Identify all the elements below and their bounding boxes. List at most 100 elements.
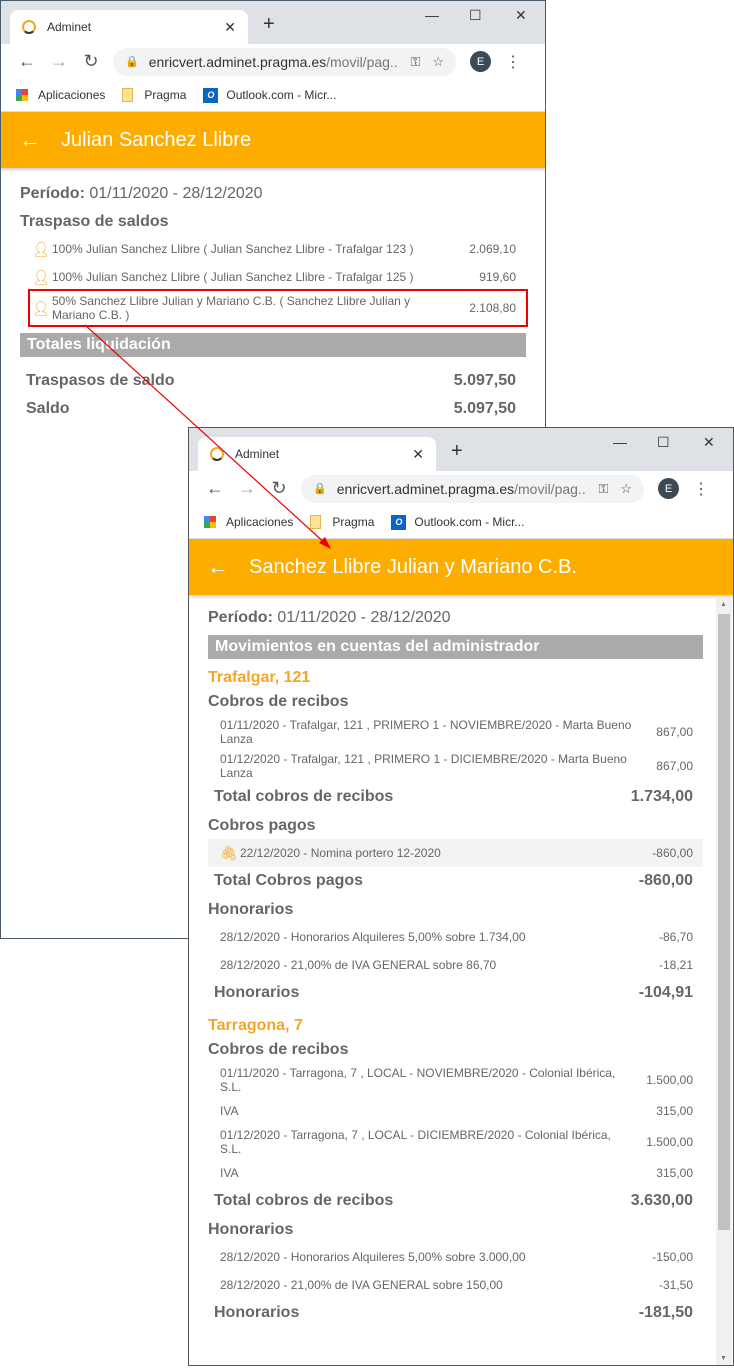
group-total: Total Cobros pagos -860,00 [208,867,703,895]
period-label: Período: [20,185,85,202]
close-window-button[interactable]: ✕ [515,7,527,23]
forward-icon[interactable]: → [238,478,256,498]
profile-avatar[interactable]: E [470,51,491,72]
close-tab-icon[interactable]: ✕ [412,445,424,462]
row-text: 100% Julian Sanchez Llibre ( Julian Sanc… [52,270,414,284]
total-amount: -181,50 [638,1304,693,1321]
forward-icon[interactable]: → [50,51,68,71]
back-arrow-icon[interactable]: ← [19,127,41,152]
list-item[interactable]: 01/11/2020 - Trafalgar, 121 , PRIMERO 1 … [208,715,703,749]
row-text: IVA [220,1104,239,1118]
lock-icon: 🔒 [313,483,327,495]
person-icon: 👤︎ [32,241,50,257]
browser-tab[interactable]: Adminet ✕ [198,437,436,471]
app-header: ← Julian Sanchez Llibre [1,112,545,168]
bookmark-outlook[interactable]: O Outlook.com - Micr... [391,514,524,530]
row-description: 28/12/2020 - Honorarios Alquileres 5,00%… [220,930,659,944]
scrollbar-thumb[interactable] [718,614,730,1230]
row-description: 28/12/2020 - 21,00% de IVA GENERAL sobre… [220,1278,659,1292]
group-total: Honorarios -104,91 [208,979,703,1007]
group-title: Cobros pagos [208,817,316,834]
group-title: Cobros de recibos [208,1041,349,1058]
total-label: Total cobros de recibos [214,1192,394,1209]
row-description: 👤︎ 100% Julian Sanchez Llibre ( Julian Sa… [32,270,479,284]
bookmark-label: Aplicaciones [38,88,106,102]
list-item[interactable]: IVA 315,00 [208,1159,703,1187]
list-item[interactable]: 28/12/2020 - Honorarios Alquileres 5,00%… [208,1243,703,1271]
maximize-button[interactable]: ☐ [469,7,482,23]
outlook-icon: O [203,87,219,103]
row-description: 01/12/2020 - Trafalgar, 121 , PRIMERO 1 … [220,752,656,780]
tab-title: Adminet [47,20,92,34]
list-item[interactable]: 28/12/2020 - 21,00% de IVA GENERAL sobre… [208,951,703,979]
kebab-menu-icon[interactable]: ⋮ [505,53,521,71]
list-item[interactable]: 👤︎ 100% Julian Sanchez Llibre ( Julian Sa… [20,235,526,263]
list-item[interactable]: 01/11/2020 - Tarragona, 7 , LOCAL - NOVI… [208,1063,703,1097]
folder-icon [122,88,134,102]
bookmark-label: Aplicaciones [226,515,294,529]
back-icon[interactable]: ← [18,51,36,71]
row-description: 👤︎ 100% Julian Sanchez Llibre ( Julian Sa… [32,242,469,256]
scroll-down-icon[interactable]: ▼ [720,1355,727,1362]
lock-icon: 🔒 [125,56,139,68]
maximize-button[interactable]: ☐ [657,434,670,450]
list-item[interactable]: 👤︎ 100% Julian Sanchez Llibre ( Julian Sa… [20,263,526,291]
reload-icon[interactable]: ↻ [83,51,99,71]
close-tab-icon[interactable]: ✕ [224,18,236,35]
bookmark-pragma[interactable]: Pragma [122,88,186,102]
group-title: Honorarios [208,901,294,918]
total-amount: -860,00 [638,872,693,889]
back-icon[interactable]: ← [206,478,224,498]
minimize-button[interactable]: — [425,7,439,23]
bookmark-pragma[interactable]: Pragma [310,515,374,529]
person-icon: 👤︎ [32,300,50,316]
group-total: Total cobros de recibos 1.734,00 [208,783,703,811]
key-icon[interactable]: ⚿ [410,53,421,69]
bookmark-aplicaciones[interactable]: Aplicaciones [204,515,293,529]
list-item[interactable]: 28/12/2020 - Honorarios Alquileres 5,00%… [208,923,703,951]
new-tab-button[interactable]: + [451,440,463,462]
url-host: enricvert.adminet.pragma.es [148,53,327,70]
scroll-up-icon[interactable]: ▲ [720,601,727,608]
list-item[interactable]: 28/12/2020 - 21,00% de IVA GENERAL sobre… [208,1271,703,1299]
row-text: IVA [220,1166,239,1180]
list-item[interactable]: IVA 315,00 [208,1097,703,1125]
building-title: Tarragona, 7 [208,1017,303,1034]
row-text: 100% Julian Sanchez Llibre ( Julian Sanc… [52,242,414,256]
row-text: 28/12/2020 - Honorarios Alquileres 5,00%… [220,930,526,944]
period: Período: 01/11/2020 - 28/12/2020 [208,609,703,627]
star-icon[interactable]: ☆ [620,480,632,496]
total-label: Honorarios [214,1304,300,1321]
list-item[interactable]: 🖇︎ 22/12/2020 - Nomina portero 12-2020 -86… [208,839,703,867]
address-bar[interactable]: 🔒 enricvert.adminet.pragma.es/movil/pag.… [301,474,644,503]
bookmark-outlook[interactable]: O Outlook.com - Micr... [203,87,336,103]
kebab-menu-icon[interactable]: ⋮ [693,480,709,498]
minimize-button[interactable]: — [613,434,627,450]
star-icon[interactable]: ☆ [432,53,444,69]
list-item[interactable]: 01/12/2020 - Tarragona, 7 , LOCAL - DICI… [208,1125,703,1159]
total-label: Saldo [26,400,70,417]
list-item[interactable]: 01/12/2020 - Trafalgar, 121 , PRIMERO 1 … [208,749,703,783]
bookmark-label: Pragma [332,515,375,529]
row-description: 28/12/2020 - Honorarios Alquileres 5,00%… [220,1250,652,1264]
url-text: enricvert.adminet.pragma.es/movil/pag... [337,481,587,497]
reload-icon[interactable]: ↻ [271,478,287,498]
total-label: Total Cobros pagos [214,872,364,889]
new-tab-button[interactable]: + [263,13,275,35]
bookmark-aplicaciones[interactable]: Aplicaciones [16,88,105,102]
key-icon[interactable]: ⚿ [598,480,609,496]
scrollbar[interactable]: ▲ ▼ [716,598,732,1365]
total-label: Traspasos de saldo [26,372,175,389]
list-item[interactable]: 👤︎ 50% Sanchez Llibre Julian y Mariano C.… [28,289,528,327]
address-bar[interactable]: 🔒 enricvert.adminet.pragma.es/movil/pag.… [113,47,456,76]
close-window-button[interactable]: ✕ [703,434,715,450]
profile-avatar[interactable]: E [658,478,679,499]
back-arrow-icon[interactable]: ← [207,554,229,579]
browser-window-sanchez: Adminet ✕ + — ☐ ✕ ← → ↻ 🔒 enricvert.admi… [188,427,734,1366]
movements-bar: Movimientos en cuentas del administrador [208,635,703,659]
apps-grid-icon [204,516,216,528]
app-header: ← Sanchez Llibre Julian y Mariano C.B. [189,539,733,595]
page-title: Julian Sanchez Llibre [61,128,252,151]
browser-tab[interactable]: Adminet ✕ [10,10,248,44]
bookmarks-bar: Aplicaciones Pragma O Outlook.com - Micr.… [1,79,545,112]
